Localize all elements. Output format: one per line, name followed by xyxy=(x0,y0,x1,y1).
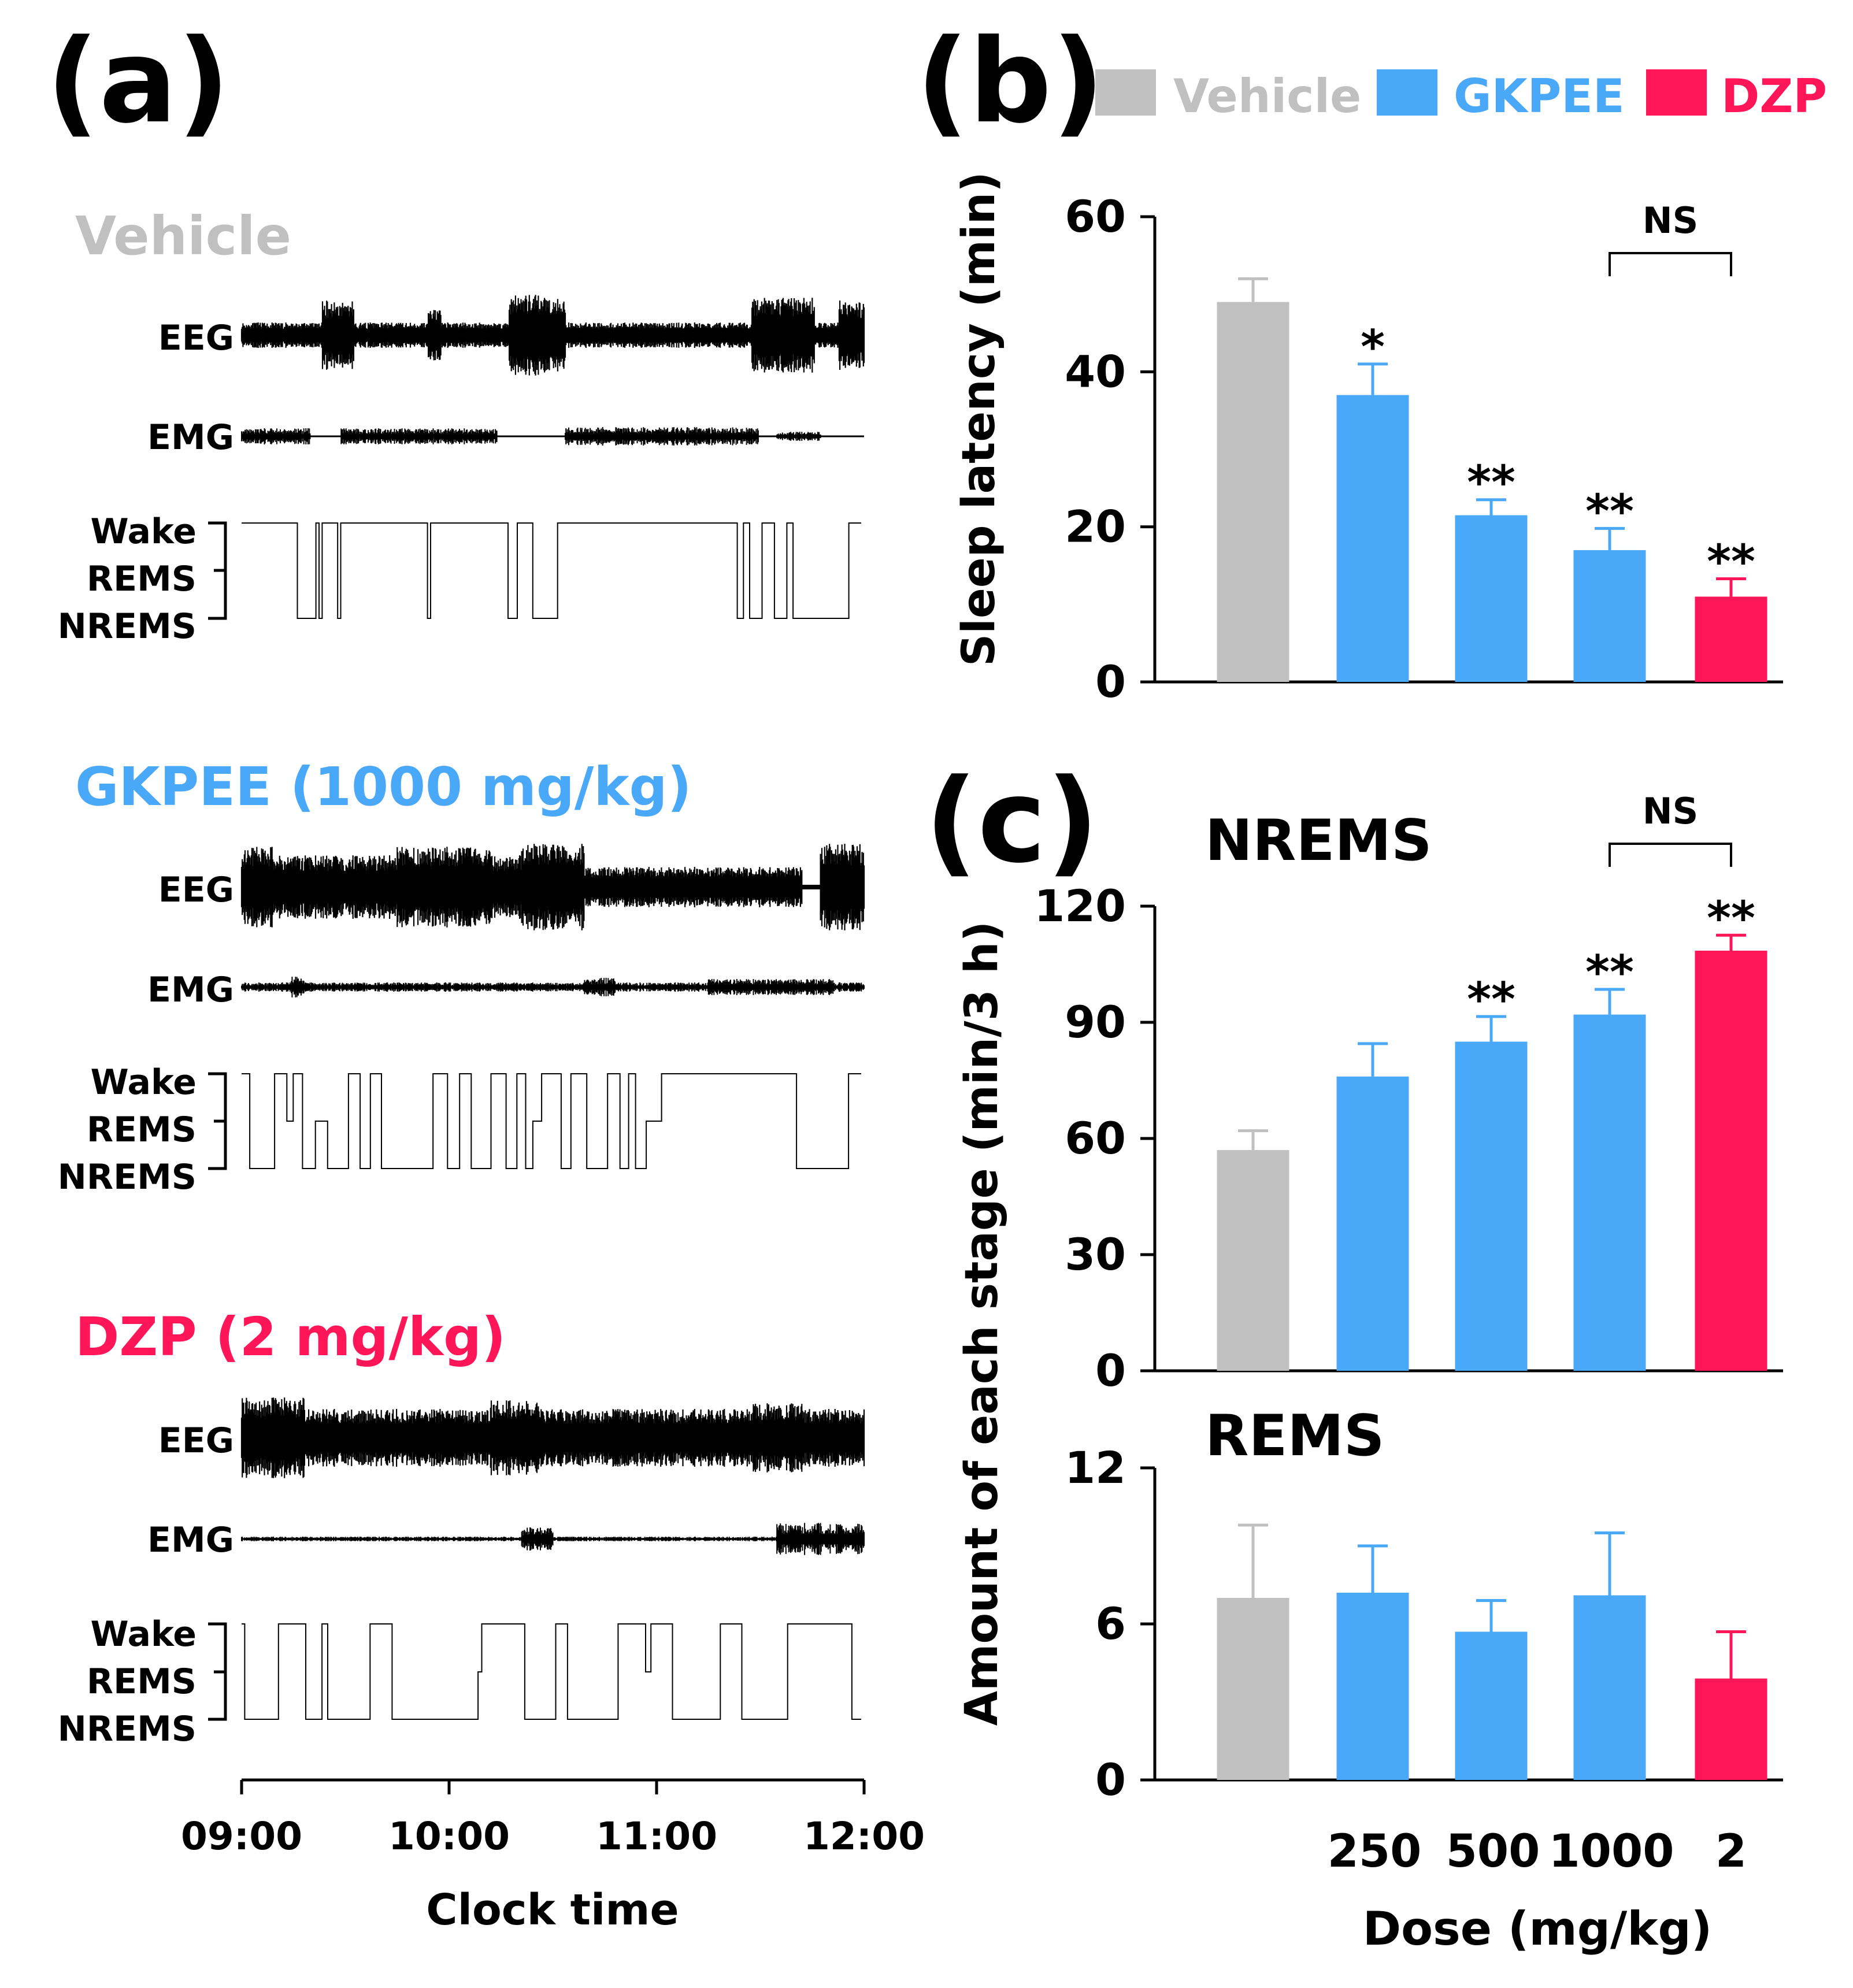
chart-nrems-amount: 0 30 60 90 120 ** ** ** NS xyxy=(1034,790,1783,1396)
eeg-label-dzp: EEG xyxy=(158,1420,234,1461)
panel-b-label: (b) xyxy=(916,14,1105,149)
nrems-label-dzp: NREMS xyxy=(58,1709,197,1749)
sleep-latency-bar-2 xyxy=(1455,515,1528,682)
sleep-latency-significance-1: * xyxy=(1361,320,1385,374)
nrems-amount-bar-1 xyxy=(1336,1076,1409,1371)
sleep-latency-ns-bracket xyxy=(1609,252,1732,276)
rems-amount-bar-1 xyxy=(1336,1593,1409,1780)
sleep-latency-ytick-label-1: 20 xyxy=(1065,501,1126,552)
sleep-latency-bar-4 xyxy=(1695,596,1767,682)
trace-title-dzp: DZP (2 mg/kg) xyxy=(75,1306,506,1368)
hypnogram-1 xyxy=(242,1073,861,1169)
legend-swatch-dzp xyxy=(1646,69,1707,116)
time-axis: 09:00 10:00 11:00 12:00 Clock time xyxy=(181,1778,925,1935)
chart-rems-amount: 0 6 12 xyxy=(1065,1442,1783,1805)
hypnogram-bracket-2 xyxy=(208,1622,227,1721)
dose-axis-title: Dose (mg/kg) xyxy=(1363,1902,1713,1956)
sleep-latency-significance-4: ** xyxy=(1707,535,1755,589)
dose-label-500: 500 xyxy=(1446,1826,1540,1878)
dose-label-1000: 1000 xyxy=(1548,1826,1674,1878)
eeg-label-vehicle: EEG xyxy=(158,318,234,358)
sleep-latency-bar-1 xyxy=(1336,395,1409,682)
b-ylabel: Sleep latency (min) xyxy=(953,172,1005,666)
sleep-latency-bar-0 xyxy=(1217,302,1289,682)
sleep-latency-significance-3: ** xyxy=(1585,484,1634,538)
nrems-amount-bar-2 xyxy=(1455,1041,1528,1371)
trace-title-vehicle: Vehicle xyxy=(75,205,291,267)
nrems-amount-bar-0 xyxy=(1217,1150,1289,1371)
sleep-latency-bar-3 xyxy=(1573,550,1646,682)
legend: Vehicle GKPEE DZP xyxy=(1095,69,1827,123)
sleep-latency-ns-label: NS xyxy=(1643,199,1699,242)
time-tick-label-0: 09:00 xyxy=(181,1814,302,1859)
traces-layer xyxy=(208,295,865,1721)
hypnogram-bracket-0 xyxy=(208,521,227,620)
c-ylabel: Amount of each stage (min/3 h) xyxy=(956,921,1008,1726)
wake-label-gkpee: Wake xyxy=(90,1062,197,1103)
rems-amount-bar-2 xyxy=(1455,1631,1528,1780)
hypnogram-0 xyxy=(242,522,861,619)
rems-title: REMS xyxy=(1205,1403,1385,1469)
nrems-amount-significance-2: ** xyxy=(1467,973,1515,1026)
rems-amount-ytick-label-2: 12 xyxy=(1065,1442,1126,1493)
dose-label-250: 250 xyxy=(1328,1826,1422,1878)
sleep-latency-ytick-label-0: 0 xyxy=(1095,656,1126,707)
emg-label-dzp: EMG xyxy=(147,1520,234,1560)
time-tick-label-1: 10:00 xyxy=(388,1814,510,1859)
rems-amount-ytick-label-1: 6 xyxy=(1095,1598,1126,1649)
trace-title-gkpee: GKPEE (1000 mg/kg) xyxy=(75,756,692,818)
time-axis-title: Clock time xyxy=(426,1885,679,1935)
nrems-amount-ns-bracket xyxy=(1609,843,1732,867)
panel-c-label: (c) xyxy=(925,754,1099,889)
nrems-amount-significance-4: ** xyxy=(1707,891,1755,945)
legend-label-vehicle: Vehicle xyxy=(1173,69,1361,123)
hypnogram-bracket-1 xyxy=(208,1072,227,1170)
nrems-amount-ytick-label-2: 60 xyxy=(1065,1112,1126,1164)
emg-label-gkpee: EMG xyxy=(147,970,234,1010)
nrems-amount-bar-3 xyxy=(1573,1014,1646,1371)
legend-swatch-vehicle xyxy=(1095,69,1156,116)
legend-label-dzp: DZP xyxy=(1721,69,1827,123)
nrems-label-gkpee: NREMS xyxy=(58,1157,197,1197)
sleep-latency-ytick-label-3: 60 xyxy=(1065,191,1126,242)
nrems-amount-ytick-label-0: 0 xyxy=(1095,1345,1126,1396)
eeg-label-gkpee: EEG xyxy=(158,870,234,910)
nrems-amount-ytick-label-3: 90 xyxy=(1065,996,1126,1048)
legend-label-gkpee: GKPEE xyxy=(1454,69,1625,123)
time-tick-label-3: 12:00 xyxy=(803,1814,925,1859)
dose-label-2: 2 xyxy=(1715,1826,1747,1878)
nrems-label-vehicle: NREMS xyxy=(58,606,197,647)
nrems-amount-bar-4 xyxy=(1695,951,1767,1371)
rems-amount-ytick-label-0: 0 xyxy=(1095,1754,1126,1805)
nrems-amount-ytick-label-4: 120 xyxy=(1034,880,1126,932)
time-tick-label-2: 11:00 xyxy=(596,1814,717,1859)
nrems-amount-ns-label: NS xyxy=(1643,790,1699,832)
nrems-amount-significance-3: ** xyxy=(1585,945,1634,999)
rems-label-vehicle: REMS xyxy=(87,559,197,599)
rems-amount-bar-0 xyxy=(1217,1598,1289,1780)
nrems-amount-ytick-label-1: 30 xyxy=(1065,1229,1126,1280)
rems-amount-bar-3 xyxy=(1573,1595,1646,1780)
wake-label-dzp: Wake xyxy=(90,1614,197,1655)
rems-label-gkpee: REMS xyxy=(87,1110,197,1150)
wake-label-vehicle: Wake xyxy=(90,511,197,552)
sleep-latency-ytick-label-2: 40 xyxy=(1065,346,1126,397)
nrems-title: NREMS xyxy=(1205,808,1432,874)
panel-a-label: (a) xyxy=(46,14,230,149)
emg-label-vehicle: EMG xyxy=(147,417,234,458)
hypnogram-2 xyxy=(242,1623,861,1720)
sleep-latency-significance-2: ** xyxy=(1467,456,1515,510)
rems-amount-bar-4 xyxy=(1695,1678,1767,1780)
rems-label-dzp: REMS xyxy=(87,1661,197,1702)
legend-swatch-gkpee xyxy=(1377,69,1437,116)
